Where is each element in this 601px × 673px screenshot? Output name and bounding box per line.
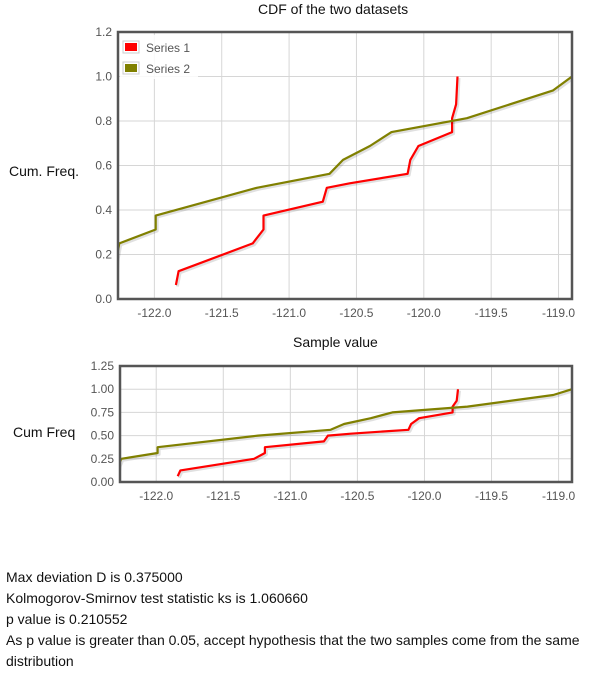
- top-x-tick-label: -121.5: [205, 306, 239, 320]
- legend-label-series-2: Series 2: [146, 62, 190, 76]
- bottom-x-tick-label: -120.0: [407, 489, 441, 503]
- ks-test-results: Max deviation D is 0.375000 Kolmogorov-S…: [6, 567, 601, 672]
- top-series-2-shadow: [118, 77, 572, 287]
- bottom-x-tick-label: -119.5: [475, 489, 508, 503]
- bottom-y-tick-label: 0.25: [91, 452, 115, 466]
- top-series-2-line: [118, 75, 572, 257]
- bottom-y-tick-label: 0.00: [91, 475, 115, 489]
- max-deviation-text: Max deviation D is 0.375000: [6, 569, 183, 585]
- bottom-x-tick-label: -122.0: [139, 489, 173, 503]
- legend-swatch-series-2: [125, 64, 137, 72]
- y-axis-label-top: Cum. Freq.: [9, 163, 80, 179]
- bottom-x-tick-label: -119.0: [542, 489, 575, 503]
- top-chart: -122.0 -121.5 -121.0 -120.5 -120.0 -119.5 -119…: [95, 25, 575, 320]
- bottom-x-tick-label: -121.5: [206, 489, 240, 503]
- conclusion-text: As p value is greater than 0.05, accept …: [6, 632, 580, 669]
- legend: Series 1 Series 2: [120, 35, 198, 79]
- top-y-tick-label: 0.8: [95, 114, 112, 128]
- bottom-series-1-shadow: [177, 390, 461, 479]
- chart-title: CDF of the two datasets: [258, 1, 409, 17]
- bottom-plot-border: [118, 364, 574, 484]
- top-x-tick-label: -119.5: [475, 306, 508, 320]
- y-axis-label-bottom: Cum Freq: [13, 424, 76, 440]
- top-y-tick-label: 0.4: [95, 203, 112, 217]
- top-x-tick-label: -119.0: [542, 306, 575, 320]
- top-series-1-shadow: [175, 77, 461, 287]
- top-y-tick-label: 0.2: [95, 248, 112, 262]
- top-y-tick-label: 0.0: [95, 292, 112, 306]
- bottom-x-tick-label: -120.5: [340, 489, 374, 503]
- top-y-tick-label: 0.6: [95, 159, 112, 173]
- ks-statistic-text: Kolmogorov-Smirnov test statistic ks is …: [6, 590, 308, 606]
- legend-swatch-series-1: [125, 43, 137, 51]
- bottom-chart: -122.0 -121.5 -121.0 -120.5 -120.0 -119.5 -119…: [91, 359, 576, 503]
- top-plot-border: [116, 30, 574, 301]
- legend-label-series-1: Series 1: [146, 41, 190, 55]
- bottom-y-tick-label: 1.00: [91, 382, 115, 396]
- bottom-y-tick-label: 0.50: [91, 429, 115, 443]
- bottom-y-tick-label: 0.75: [91, 405, 115, 419]
- top-x-tick-label: -120.5: [339, 306, 373, 320]
- top-y-tick-label: 1.0: [95, 70, 112, 84]
- bottom-series-2-shadow: [120, 389, 572, 478]
- bottom-series-2-line: [120, 388, 572, 465]
- p-value-text: p value is 0.210552: [6, 611, 128, 627]
- top-series-1-line: [174, 76, 459, 286]
- top-y-tick-label: 1.2: [95, 25, 112, 39]
- top-x-tick-label: -121.0: [272, 306, 306, 320]
- bottom-x-tick-label: -121.0: [273, 489, 307, 503]
- top-x-tick-label: -120.0: [407, 306, 441, 320]
- bottom-y-tick-label: 1.25: [91, 359, 115, 373]
- top-x-tick-label: -122.0: [137, 306, 171, 320]
- x-axis-label: Sample value: [293, 334, 378, 350]
